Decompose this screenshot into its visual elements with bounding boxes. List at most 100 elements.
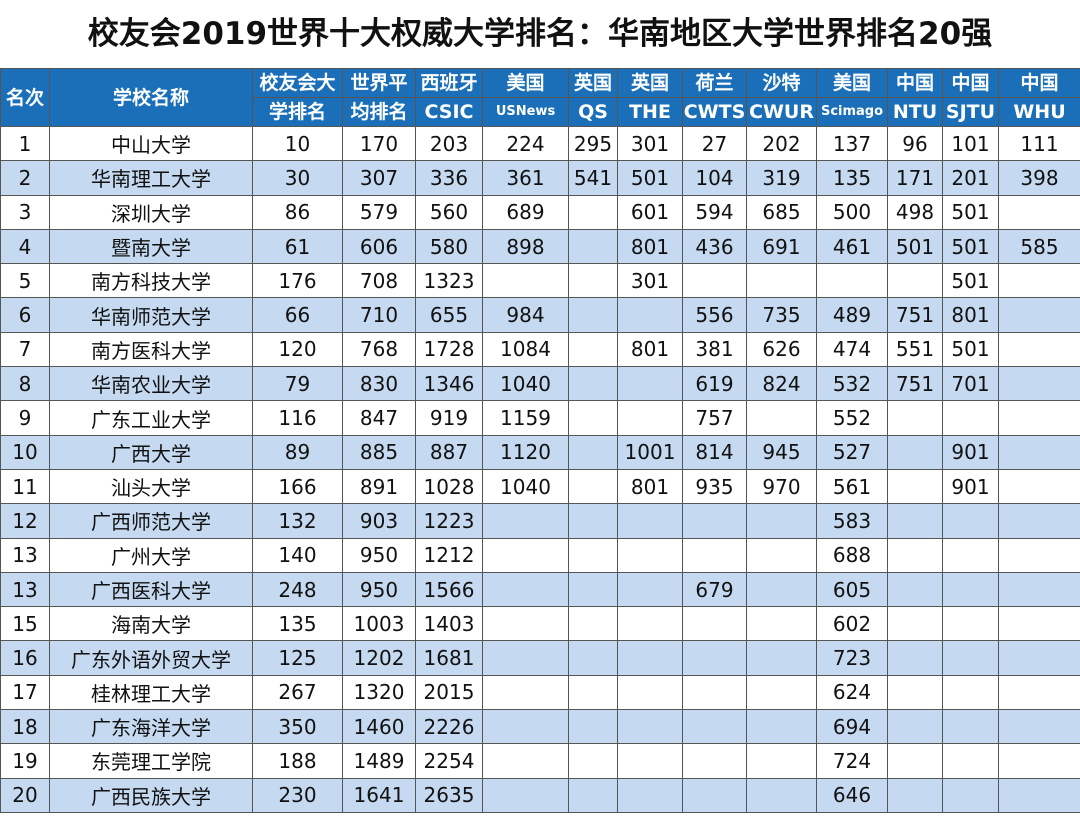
header-country-qs: 英国 bbox=[568, 68, 618, 98]
value-cell bbox=[998, 468, 1080, 505]
value-cell: 724 bbox=[816, 743, 888, 779]
table-row: 10 广西大学 89 885 887 1120 1001 814 945 527 901 bbox=[0, 434, 1080, 470]
value-cell: 847 bbox=[342, 400, 416, 436]
value-cell bbox=[682, 777, 747, 813]
header-country-usnews: 美国 bbox=[482, 68, 569, 98]
value-cell: 224 bbox=[482, 125, 569, 162]
value-cell bbox=[568, 640, 618, 676]
value-cell: 585 bbox=[998, 228, 1080, 265]
value-cell: 723 bbox=[816, 640, 888, 676]
value-cell: 202 bbox=[746, 125, 817, 162]
value-cell: 801 bbox=[617, 468, 683, 505]
value-cell: 350 bbox=[252, 709, 343, 745]
value-cell bbox=[568, 263, 618, 299]
header-avg: 世界平 bbox=[342, 68, 416, 98]
value-cell: 602 bbox=[816, 606, 888, 642]
value-cell bbox=[998, 400, 1080, 436]
school-name-cell: 桂林理工大学 bbox=[49, 674, 253, 711]
table-row: 6 华南师范大学 66 710 655 984 556 735 489 751 801 bbox=[0, 297, 1080, 333]
value-cell: 27 bbox=[682, 125, 747, 162]
value-cell: 551 bbox=[887, 331, 943, 368]
rank-cell: 15 bbox=[0, 606, 50, 642]
table-row: 2 华南理工大学 30 307 336 361 541 501 104 319 135 171 201 3… bbox=[0, 160, 1080, 196]
school-name-cell: 广西大学 bbox=[49, 434, 253, 470]
value-cell: 768 bbox=[342, 331, 416, 368]
value-cell bbox=[682, 709, 747, 745]
value-cell: 170 bbox=[342, 125, 416, 162]
value-cell: 501 bbox=[887, 228, 943, 265]
value-cell bbox=[942, 400, 999, 436]
header-avg-2: 均排名 bbox=[342, 97, 416, 127]
value-cell bbox=[617, 366, 683, 402]
value-cell bbox=[568, 571, 618, 608]
value-cell bbox=[568, 777, 618, 813]
value-cell: 1346 bbox=[415, 366, 483, 402]
rank-cell: 18 bbox=[0, 709, 50, 745]
value-cell: 601 bbox=[617, 194, 683, 230]
value-cell: 605 bbox=[816, 571, 888, 608]
table-row: 5 南方科技大学 176 708 1323 301 501 bbox=[0, 263, 1080, 299]
value-cell: 1641 bbox=[342, 777, 416, 813]
table-row: 9 广东工业大学 116 847 919 1159 757 552 bbox=[0, 400, 1080, 436]
table-body: 1 中山大学 10 170 203 224 295 301 27 202 137 96 101 111 2 华… bbox=[0, 125, 1080, 813]
value-cell bbox=[887, 468, 943, 505]
rank-cell: 17 bbox=[0, 674, 50, 711]
value-cell bbox=[746, 263, 817, 299]
value-cell bbox=[482, 674, 569, 711]
value-cell: 556 bbox=[682, 297, 747, 333]
value-cell bbox=[942, 777, 999, 813]
table-row: 4 暨南大学 61 606 580 898 801 436 691 461 501 501 585 bbox=[0, 228, 1080, 265]
school-name-cell: 广东工业大学 bbox=[49, 400, 253, 436]
value-cell: 116 bbox=[252, 400, 343, 436]
value-cell bbox=[617, 400, 683, 436]
value-cell bbox=[998, 194, 1080, 230]
value-cell: 594 bbox=[682, 194, 747, 230]
value-cell: 1084 bbox=[482, 331, 569, 368]
value-cell: 120 bbox=[252, 331, 343, 368]
value-cell: 901 bbox=[942, 468, 999, 505]
rank-cell: 4 bbox=[0, 228, 50, 265]
value-cell bbox=[682, 537, 747, 573]
header-ranking-usnews: USNews bbox=[482, 97, 569, 127]
value-cell: 66 bbox=[252, 297, 343, 333]
value-cell: 111 bbox=[998, 125, 1080, 162]
table-row: 13 广州大学 140 950 1212 688 bbox=[0, 537, 1080, 573]
table-header: 名次 学校名称 校友会大 世界平 西班牙 美国 英国 英国 荷兰 沙特 美国 中国 中国 中国 学… bbox=[0, 68, 1080, 127]
value-cell bbox=[568, 297, 618, 333]
rank-cell: 13 bbox=[0, 571, 50, 608]
value-cell: 1460 bbox=[342, 709, 416, 745]
value-cell: 580 bbox=[415, 228, 483, 265]
value-cell: 1001 bbox=[617, 434, 683, 470]
school-name-cell: 华南师范大学 bbox=[49, 297, 253, 333]
value-cell: 203 bbox=[415, 125, 483, 162]
value-cell: 230 bbox=[252, 777, 343, 813]
value-cell: 561 bbox=[816, 468, 888, 505]
header-country-cwur: 沙特 bbox=[746, 68, 817, 98]
table-row: 3 深圳大学 86 579 560 689 601 594 685 500 498 501 bbox=[0, 194, 1080, 230]
value-cell bbox=[887, 400, 943, 436]
value-cell: 646 bbox=[816, 777, 888, 813]
school-name-cell: 广东外语外贸大学 bbox=[49, 640, 253, 676]
value-cell: 885 bbox=[342, 434, 416, 470]
value-cell bbox=[568, 400, 618, 436]
header-country-whu: 中国 bbox=[998, 68, 1080, 98]
value-cell bbox=[746, 606, 817, 642]
school-name-cell: 深圳大学 bbox=[49, 194, 253, 230]
value-cell: 501 bbox=[942, 263, 999, 299]
value-cell bbox=[942, 606, 999, 642]
value-cell: 86 bbox=[252, 194, 343, 230]
value-cell bbox=[942, 640, 999, 676]
value-cell bbox=[682, 263, 747, 299]
header-country-sjtu: 中国 bbox=[942, 68, 999, 98]
school-name-cell: 华南理工大学 bbox=[49, 160, 253, 196]
value-cell bbox=[482, 537, 569, 573]
value-cell bbox=[568, 331, 618, 368]
value-cell: 501 bbox=[942, 228, 999, 265]
value-cell bbox=[998, 366, 1080, 402]
value-cell: 891 bbox=[342, 468, 416, 505]
header-ranking-sjtu: SJTU bbox=[942, 97, 999, 127]
header-country-the: 英国 bbox=[617, 68, 683, 98]
rank-cell: 13 bbox=[0, 537, 50, 573]
value-cell bbox=[998, 743, 1080, 779]
school-name-cell: 暨南大学 bbox=[49, 228, 253, 265]
